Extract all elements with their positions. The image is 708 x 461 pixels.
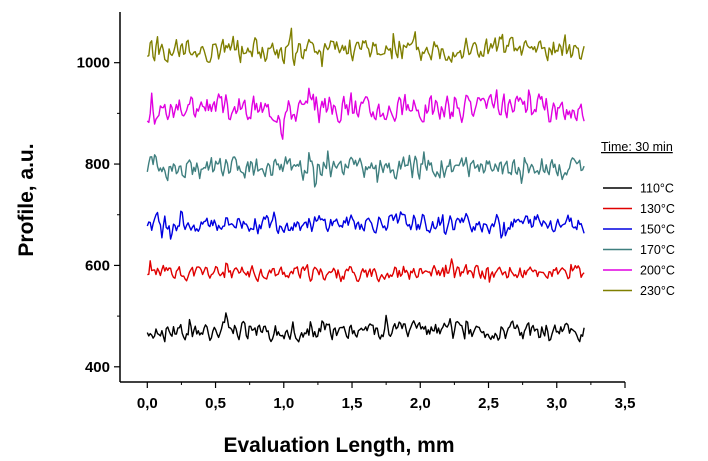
legend-label: 170°C: [640, 243, 675, 257]
legend: Time: 30 min 110°C 130°C 150°C 170°C 200°C 23…: [601, 140, 675, 298]
x-tick-label: 3,5: [615, 395, 636, 412]
x-tick-label: 1,0: [273, 395, 294, 412]
series-line-110C: [146, 312, 585, 343]
x-tick-label: 0,0: [137, 395, 158, 412]
legend-label: 230°C: [640, 284, 675, 298]
legend-label: 200°C: [640, 264, 675, 278]
x-tick-label: 2,0: [410, 395, 431, 412]
legend-label: 130°C: [640, 202, 675, 216]
y-tick-label: 400: [85, 359, 110, 376]
legend-label: 150°C: [640, 223, 675, 237]
series-line-150C: [146, 210, 585, 240]
y-axis-label: Profile, a.u.: [15, 143, 38, 256]
series-line-230C: [146, 27, 585, 68]
x-tick-label: 0,5: [205, 395, 226, 412]
plot-lines: [146, 27, 585, 343]
legend-label: 110°C: [640, 182, 674, 196]
legend-title: Time: 30 min: [601, 140, 673, 154]
x-tick-label: 2,5: [478, 395, 499, 412]
series-line-200C: [146, 87, 585, 140]
ticks: 0,0 0,5 1,0 1,5 2,0 2,5 3,0 3,5 400 600 800 1000: [77, 55, 636, 412]
y-tick-label: 600: [85, 257, 110, 274]
y-tick-label: 1000: [77, 55, 110, 72]
x-axis-label: Evaluation Length, mm: [223, 434, 454, 457]
x-tick-label: 1,5: [342, 395, 363, 412]
series-line-170C: [146, 150, 585, 188]
x-tick-label: 3,0: [546, 395, 567, 412]
axes: [119, 12, 625, 383]
series-line-130C: [147, 258, 585, 283]
y-tick-label: 800: [85, 156, 110, 173]
